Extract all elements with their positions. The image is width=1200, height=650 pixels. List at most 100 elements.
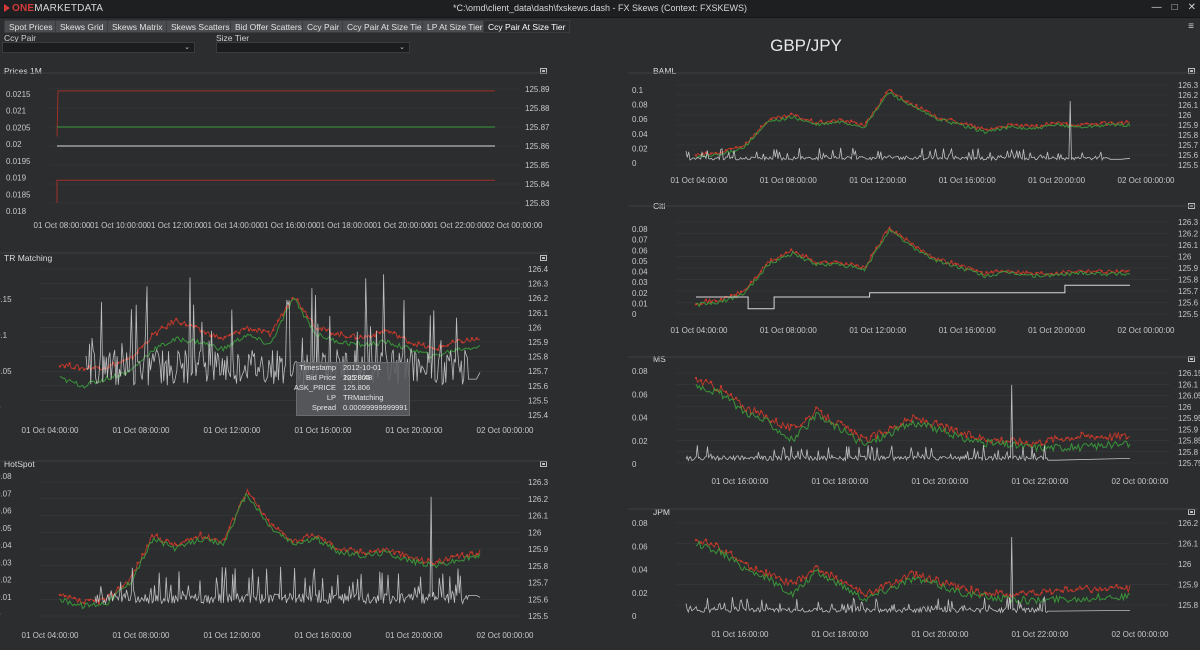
series-point xyxy=(262,329,265,332)
panel-title-baml: BAML xyxy=(653,66,677,76)
series-point xyxy=(754,410,758,414)
size-tier-select[interactable]: ⌄ xyxy=(216,42,410,53)
series-point xyxy=(373,334,377,338)
menu-icon[interactable]: ≡ xyxy=(1188,21,1194,32)
series-point xyxy=(970,585,973,589)
series-point xyxy=(835,575,838,578)
left-axis-tick: 0.04 xyxy=(632,414,648,423)
series-point xyxy=(709,300,713,304)
series-point xyxy=(1015,441,1018,445)
series-line xyxy=(695,227,1131,308)
right-axis-tick: 125.9 xyxy=(1178,264,1199,273)
series-point xyxy=(825,260,828,263)
series-point xyxy=(1090,122,1093,126)
tab-ccy-pair-at-size-tier-active[interactable]: Ccy Pair At Size Tier xyxy=(483,20,571,33)
x-axis-tick: 01 Oct 04:00:00 xyxy=(22,426,79,435)
x-axis-tick: 01 Oct 04:00:00 xyxy=(22,631,79,640)
series-point xyxy=(252,328,256,332)
series-point xyxy=(905,419,908,422)
series-point xyxy=(1050,592,1053,595)
series-point xyxy=(809,570,813,573)
series-point xyxy=(870,434,873,438)
left-axis-tick: 0 xyxy=(0,403,1,412)
series-point xyxy=(1095,588,1098,591)
x-axis-tick: 01 Oct 20:00:00 xyxy=(373,221,430,230)
x-axis-tick: 01 Oct 22:00:00 xyxy=(1012,630,1069,639)
right-axis-tick: 125.9 xyxy=(528,545,549,554)
left-axis-tick: 0 xyxy=(632,159,637,168)
tab-lp-at-size-tier[interactable]: LP At Size Tier xyxy=(422,20,488,33)
series-point xyxy=(699,541,703,544)
series-point xyxy=(865,436,868,440)
series-point xyxy=(276,319,280,322)
series-point xyxy=(1015,592,1018,596)
series-point xyxy=(83,602,86,605)
series-point xyxy=(880,584,883,587)
close-icon[interactable]: ✕ xyxy=(1187,2,1196,13)
series-point xyxy=(276,526,280,530)
series-point xyxy=(980,437,983,441)
left-axis-tick: 0.019 xyxy=(6,174,27,183)
right-axis-tick: 125.75 xyxy=(1178,459,1200,468)
tab-bid-offer-scatters[interactable]: Bid Offer Scatters xyxy=(230,20,307,33)
right-axis-tick: 126.1 xyxy=(1178,540,1199,549)
panel-title-tr-matching: TR Matching xyxy=(4,253,53,263)
series-point xyxy=(165,326,168,330)
left-axis-tick: 0.1 xyxy=(0,331,8,340)
left-axis-tick: 0.0195 xyxy=(6,157,31,166)
series-point xyxy=(170,319,173,323)
series-point xyxy=(890,425,893,429)
series-point xyxy=(850,584,853,587)
series-point xyxy=(393,331,396,334)
x-axis-tick: 01 Oct 12:00:00 xyxy=(204,426,261,435)
expand-icon[interactable] xyxy=(540,255,547,261)
series-point xyxy=(335,547,338,551)
series-point xyxy=(825,571,828,574)
series-line xyxy=(695,225,1131,305)
series-point xyxy=(769,258,773,261)
right-axis-tick: 125.9 xyxy=(1178,425,1199,434)
series-point xyxy=(402,554,406,558)
series-point xyxy=(920,420,923,424)
series-point xyxy=(739,290,743,293)
series-point xyxy=(1085,584,1088,588)
tooltip-key: LP xyxy=(326,393,336,402)
series-point xyxy=(784,578,788,581)
ccy-pair-select[interactable]: ⌄ xyxy=(2,42,195,53)
left-axis-tick: 0.05 xyxy=(632,257,648,266)
series-point xyxy=(950,260,953,263)
x-axis-tick: 02 Oct 00:00:00 xyxy=(486,221,543,230)
series-point xyxy=(830,120,833,123)
tooltip-value: TRMatching xyxy=(343,393,384,402)
series-point xyxy=(184,539,188,542)
series-point xyxy=(451,555,454,558)
series-point xyxy=(980,126,983,129)
tab-skews-matrix[interactable]: Skews Matrix xyxy=(107,20,168,33)
series-point xyxy=(175,543,178,547)
x-axis-tick: 01 Oct 16:00:00 xyxy=(712,630,769,639)
tab-bar: Spot Prices Skews Grid Skews Matrix Skew… xyxy=(0,18,1200,34)
series-point xyxy=(461,341,464,344)
right-axis-tick: 125.9 xyxy=(528,338,549,347)
series-point xyxy=(855,121,858,125)
series-point xyxy=(830,571,833,574)
series-point xyxy=(845,426,848,429)
left-axis-tick: 0.01 xyxy=(0,593,12,602)
series-point xyxy=(699,379,703,382)
series-point xyxy=(965,122,968,125)
series-point xyxy=(835,260,838,263)
series-line xyxy=(56,90,495,137)
series-point xyxy=(1000,436,1003,440)
series-point xyxy=(204,332,207,335)
series-point xyxy=(990,127,993,130)
x-axis-tick: 02 Oct 00:00:00 xyxy=(1118,326,1175,335)
x-axis-tick: 01 Oct 16:00:00 xyxy=(939,176,996,185)
maximize-icon[interactable]: □ xyxy=(1171,2,1178,13)
series-point xyxy=(694,538,698,542)
series-point xyxy=(63,365,67,369)
logo-marketdata: MARKETDATA xyxy=(34,3,104,14)
series-point xyxy=(427,557,430,561)
series-point xyxy=(719,297,723,301)
minimize-icon[interactable]: — xyxy=(1151,2,1162,13)
